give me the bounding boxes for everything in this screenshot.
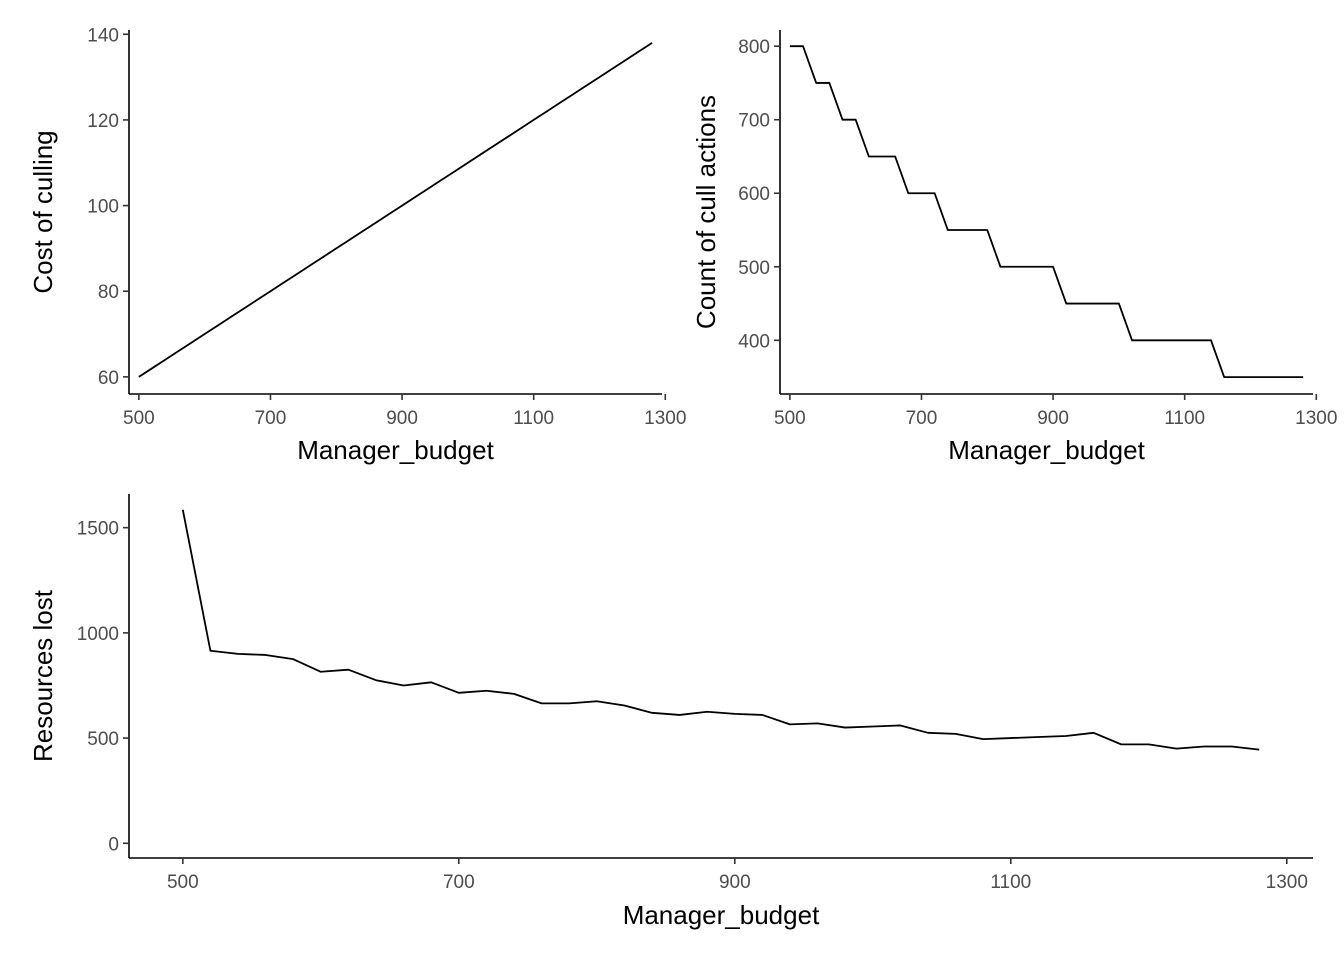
y-tick-label: 400 xyxy=(738,331,770,352)
y-tick-label: 600 xyxy=(738,184,770,205)
y-tick-label: 80 xyxy=(98,282,119,303)
cull-actions-panel: 500 700 900 1100 1300 400 500 600 700 800 Manager_… xyxy=(691,30,1337,465)
y-tick-label: 60 xyxy=(98,368,119,389)
y-tick-label: 1000 xyxy=(77,624,119,645)
x-tick-label: 1300 xyxy=(1266,872,1308,893)
x-tick-label: 1300 xyxy=(644,408,686,429)
series-line xyxy=(181,509,1260,751)
y-tick-label: 100 xyxy=(87,197,119,218)
x-tick-label: 900 xyxy=(386,408,418,429)
x-tick-label: 900 xyxy=(1037,408,1069,429)
y-tick-label: 500 xyxy=(738,258,770,279)
series-line xyxy=(138,42,653,378)
y-tick-label: 500 xyxy=(87,729,119,750)
x-tick-label: 1100 xyxy=(1164,408,1205,429)
y-tick-label: 700 xyxy=(738,111,770,132)
x-tick-label: 500 xyxy=(167,872,199,893)
y-axis-title: Count of cull actions xyxy=(691,95,721,329)
x-tick-label: 700 xyxy=(443,872,475,893)
x-axis-title: Manager_budget xyxy=(623,900,820,930)
y-tick-label: 140 xyxy=(87,25,119,46)
y-axis-title: Resources lost xyxy=(28,589,58,762)
y-tick-label: 120 xyxy=(87,111,119,132)
x-axis-title: Manager_budget xyxy=(297,435,494,465)
x-tick-label: 1300 xyxy=(1295,408,1337,429)
resources-lost-panel: 500 700 900 1100 1300 0 500 1000 1500 Manager_bud… xyxy=(28,494,1313,930)
y-tick-label: 0 xyxy=(108,834,119,855)
series-line xyxy=(789,45,1304,378)
x-tick-label: 900 xyxy=(719,872,751,893)
x-tick-label: 500 xyxy=(123,408,155,429)
y-axis-title: Cost of culling xyxy=(28,130,58,293)
y-tick-label: 800 xyxy=(738,37,770,58)
x-tick-label: 700 xyxy=(906,408,938,429)
x-tick-label: 1100 xyxy=(990,872,1031,893)
x-axis-title: Manager_budget xyxy=(948,435,1145,465)
x-tick-label: 1100 xyxy=(513,408,554,429)
x-tick-label: 500 xyxy=(774,408,806,429)
y-tick-label: 1500 xyxy=(77,519,119,540)
x-tick-label: 700 xyxy=(255,408,287,429)
cost-of-culling-panel: 500 700 900 1100 1300 60 80 100 120 140 Manager_bu… xyxy=(28,25,686,465)
